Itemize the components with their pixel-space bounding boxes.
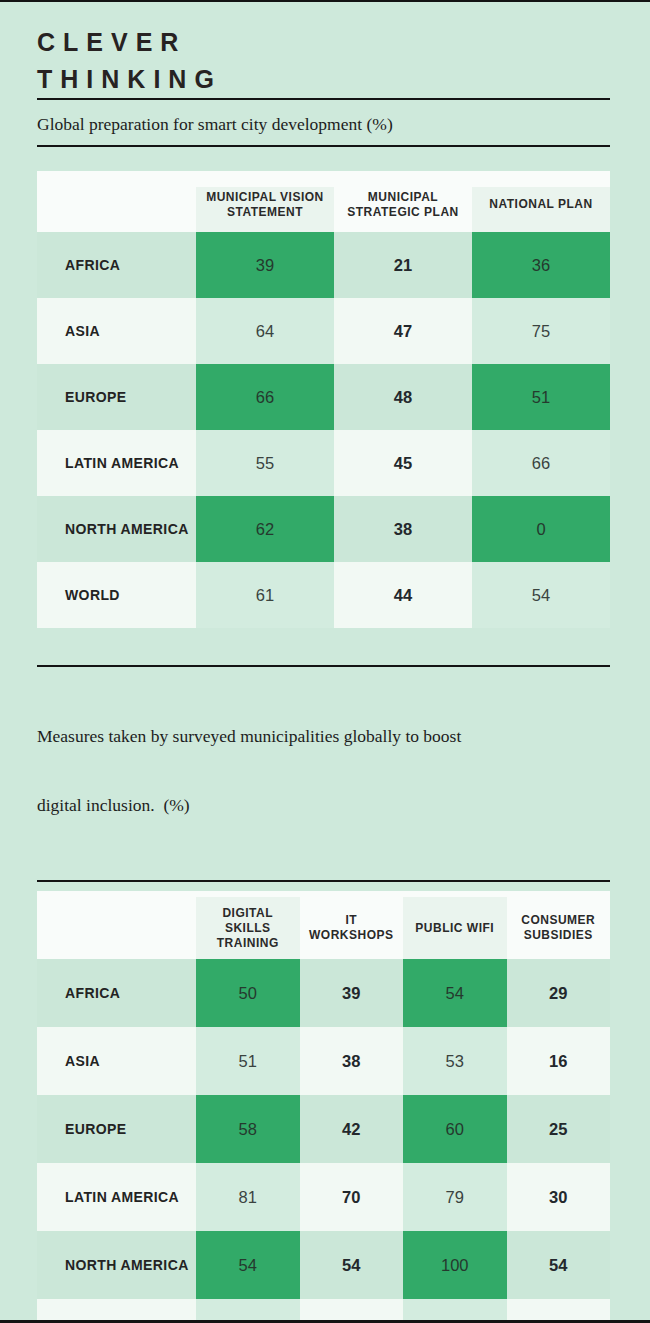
corner-header-cell bbox=[37, 171, 196, 232]
table-header-row: Municipal Vision Statement Municipal Str… bbox=[37, 171, 610, 232]
value-cell: 30 bbox=[507, 1163, 611, 1231]
divider-rule bbox=[37, 145, 610, 147]
divider-rule bbox=[37, 880, 610, 882]
table-row: Europe 66 48 51 bbox=[37, 364, 610, 430]
region-label: Asia bbox=[37, 1027, 196, 1095]
value-cell: 42 bbox=[300, 1095, 404, 1163]
region-label: North America bbox=[37, 496, 196, 562]
table-row: Asia 64 47 75 bbox=[37, 298, 610, 364]
value-cell: 54 bbox=[300, 1231, 404, 1299]
infographic: CLEVER THINKING Global preparation for s… bbox=[37, 0, 610, 1323]
value-cell: 62 bbox=[196, 496, 334, 562]
section2-subtitle-line-1: Measures taken by surveyed municipalitie… bbox=[37, 725, 610, 748]
table-row: North America 62 38 0 bbox=[37, 496, 610, 562]
table-row: Latin America 81 70 79 30 bbox=[37, 1163, 610, 1231]
value-cell: 79 bbox=[403, 1163, 507, 1231]
value-cell: 50 bbox=[196, 959, 300, 1027]
value-cell: 81 bbox=[196, 1163, 300, 1231]
region-label: Africa bbox=[37, 232, 196, 298]
section1-subtitle: Global preparation for smart city develo… bbox=[37, 113, 610, 135]
value-cell: 25 bbox=[507, 1095, 611, 1163]
value-cell: 39 bbox=[196, 232, 334, 298]
value-cell: 66 bbox=[196, 364, 334, 430]
table-row: World 61 44 54 bbox=[37, 562, 610, 628]
value-cell: 47 bbox=[334, 298, 472, 364]
column-header: Municipal Strategic Plan bbox=[334, 171, 472, 232]
value-cell: 0 bbox=[472, 496, 610, 562]
page-title-line-2: THINKING bbox=[37, 61, 610, 98]
value-cell: 54 bbox=[403, 959, 507, 1027]
table-header-row: Digital Skills Training IT Workshops Pub… bbox=[37, 891, 610, 959]
value-cell: 38 bbox=[334, 496, 472, 562]
table-row: North America 54 54 100 54 bbox=[37, 1231, 610, 1299]
region-label: North America bbox=[37, 1231, 196, 1299]
table-row: Europe 58 42 60 25 bbox=[37, 1095, 610, 1163]
value-cell: 21 bbox=[334, 232, 472, 298]
value-cell: 55 bbox=[196, 430, 334, 496]
value-cell: 39 bbox=[300, 959, 404, 1027]
region-label: World bbox=[37, 562, 196, 628]
value-cell: 54 bbox=[472, 562, 610, 628]
column-header: Public WiFi bbox=[403, 891, 507, 959]
value-cell: 58 bbox=[196, 1095, 300, 1163]
value-cell: 70 bbox=[300, 1163, 404, 1231]
value-cell: 64 bbox=[196, 298, 334, 364]
table-row: Africa 50 39 54 29 bbox=[37, 959, 610, 1027]
value-cell: 38 bbox=[300, 1027, 404, 1095]
table-row: Africa 39 21 36 bbox=[37, 232, 610, 298]
value-cell: 60 bbox=[403, 1095, 507, 1163]
value-cell: 54 bbox=[196, 1231, 300, 1299]
value-cell: 44 bbox=[334, 562, 472, 628]
table-row: Latin America 55 45 66 bbox=[37, 430, 610, 496]
column-header: Municipal Vision Statement bbox=[196, 171, 334, 232]
table-smart-city-preparation: Municipal Vision Statement Municipal Str… bbox=[37, 171, 610, 628]
value-cell: 54 bbox=[507, 1231, 611, 1299]
divider-rule bbox=[37, 98, 610, 100]
region-label: Europe bbox=[37, 1095, 196, 1163]
column-header: Consumer Subsidies bbox=[507, 891, 611, 959]
section2-subtitle-line-2: digital inclusion. (%) bbox=[37, 794, 610, 817]
value-cell: 61 bbox=[196, 562, 334, 628]
region-label: Latin America bbox=[37, 430, 196, 496]
column-header: Digital Skills Training bbox=[196, 891, 300, 959]
region-label: Asia bbox=[37, 298, 196, 364]
value-cell: 53 bbox=[403, 1027, 507, 1095]
value-cell: 16 bbox=[507, 1027, 611, 1095]
table-row: Asia 51 38 53 16 bbox=[37, 1027, 610, 1095]
value-cell: 51 bbox=[472, 364, 610, 430]
region-label: Africa bbox=[37, 959, 196, 1027]
value-cell: 75 bbox=[472, 298, 610, 364]
corner-header-cell bbox=[37, 891, 196, 959]
region-label: Latin America bbox=[37, 1163, 196, 1231]
value-cell: 36 bbox=[472, 232, 610, 298]
column-header: IT Workshops bbox=[300, 891, 404, 959]
column-header: National Plan bbox=[472, 171, 610, 232]
divider-rule bbox=[37, 665, 610, 667]
value-cell: 66 bbox=[472, 430, 610, 496]
value-cell: 51 bbox=[196, 1027, 300, 1095]
page-title-line-1: CLEVER bbox=[37, 24, 610, 61]
page-title: CLEVER THINKING bbox=[37, 24, 610, 98]
section2-subtitle: Measures taken by surveyed municipalitie… bbox=[37, 679, 610, 863]
table-digital-inclusion-measures: Digital Skills Training IT Workshops Pub… bbox=[37, 891, 610, 1323]
value-cell: 48 bbox=[334, 364, 472, 430]
region-label: Europe bbox=[37, 364, 196, 430]
value-cell: 29 bbox=[507, 959, 611, 1027]
value-cell: 45 bbox=[334, 430, 472, 496]
value-cell: 100 bbox=[403, 1231, 507, 1299]
